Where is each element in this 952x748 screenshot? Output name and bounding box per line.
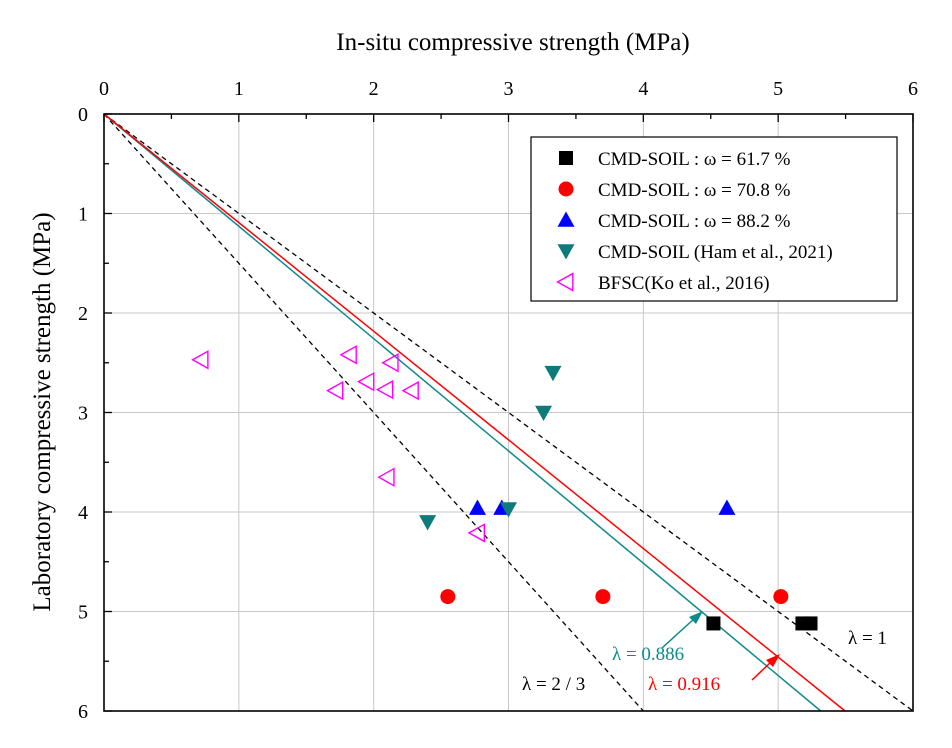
- x-tick-label: 1: [234, 78, 244, 100]
- y-tick-label: 3: [78, 403, 88, 425]
- data-point-series-2: [773, 589, 789, 605]
- tick-labels: 0 1 2 3 4 5 6 0 1 2 3 4 5 6: [78, 78, 918, 723]
- legend-label-series-2: CMD-SOIL : ω = 70.8 %: [598, 180, 791, 201]
- data-point-series-5: [377, 467, 395, 487]
- reference-line-4: [103, 113, 846, 712]
- data-point-series-5: [467, 523, 485, 543]
- data-point-series-5: [191, 350, 209, 370]
- x-tick-label: 3: [504, 78, 514, 100]
- data-point-series-5: [401, 380, 419, 401]
- data-point-series-5: [375, 379, 394, 400]
- legend-label-series-5: BFSC(Ko et al., 2016): [598, 273, 770, 294]
- data-point-series-4: [500, 502, 517, 518]
- x-tick-label: 2: [369, 78, 379, 100]
- arrow-to-red-line: [751, 654, 780, 681]
- legend-marker-series-5: [556, 272, 574, 292]
- annotation-lambda-0916: λ = 0.916: [648, 674, 720, 695]
- data-point-series-4: [535, 405, 553, 421]
- reference-line-1: [103, 113, 914, 712]
- data-point-series-4: [419, 515, 437, 531]
- data-point-series-3: [468, 499, 486, 515]
- x-tick-label: 0: [99, 78, 109, 100]
- data-point-series-4: [544, 365, 562, 382]
- legend-markers: [556, 151, 575, 292]
- data-point-series-5: [339, 345, 357, 365]
- annotation-lambda-2-3: λ = 2 / 3: [522, 674, 585, 695]
- axis-ticks: [103, 113, 914, 712]
- reference-line-2: [103, 113, 644, 712]
- legend-box: [530, 136, 898, 302]
- annotation-lambda-0886: λ = 0.886: [612, 644, 684, 665]
- data-point-series-5: [356, 371, 375, 392]
- arrow-to-teal-line: [661, 611, 703, 649]
- legend-marker-series-2: [558, 181, 574, 197]
- y-tick-label: 0: [78, 104, 88, 126]
- x-tick-label: 4: [638, 78, 648, 100]
- data-point-series-3: [718, 499, 736, 515]
- line-annotations: λ = 1 λ = 2 / 3 λ = 0.886 λ = 0.916: [522, 611, 887, 695]
- reference-line-3: [103, 113, 822, 712]
- y-axis-title: Laboratory compressive strength (MPa): [29, 212, 56, 611]
- x-axis-title: In-situ compressive strength (MPa): [336, 29, 689, 56]
- data-points: [191, 345, 818, 631]
- legend-marker-series-1: [559, 151, 573, 165]
- reference-lines: [103, 113, 914, 712]
- data-point-series-5: [381, 353, 399, 373]
- y-tick-label: 6: [78, 701, 88, 723]
- annotation-lambda-1: λ = 1: [848, 628, 887, 649]
- legend-label-series-3: CMD-SOIL : ω = 88.2 %: [598, 211, 791, 232]
- y-tick-label: 2: [78, 303, 88, 325]
- data-point-series-1: [803, 616, 818, 631]
- data-point-series-2: [440, 589, 456, 605]
- legend-marker-series-3: [557, 211, 575, 227]
- legend: CMD-SOIL : ω = 61.7 % CMD-SOIL : ω = 70.…: [530, 136, 898, 302]
- legend-label-series-4: CMD-SOIL (Ham et al., 2021): [598, 242, 833, 263]
- x-tick-label: 5: [773, 78, 783, 100]
- data-point-series-1: [706, 616, 721, 631]
- legend-marker-series-4: [557, 244, 575, 260]
- data-point-series-5: [325, 380, 344, 401]
- legend-label-series-1: CMD-SOIL : ω = 61.7 %: [598, 149, 791, 170]
- y-tick-label: 4: [78, 502, 88, 524]
- y-tick-label: 5: [78, 602, 88, 624]
- data-point-series-2: [595, 589, 611, 605]
- y-tick-label: 1: [78, 204, 88, 226]
- x-tick-label: 6: [908, 78, 918, 100]
